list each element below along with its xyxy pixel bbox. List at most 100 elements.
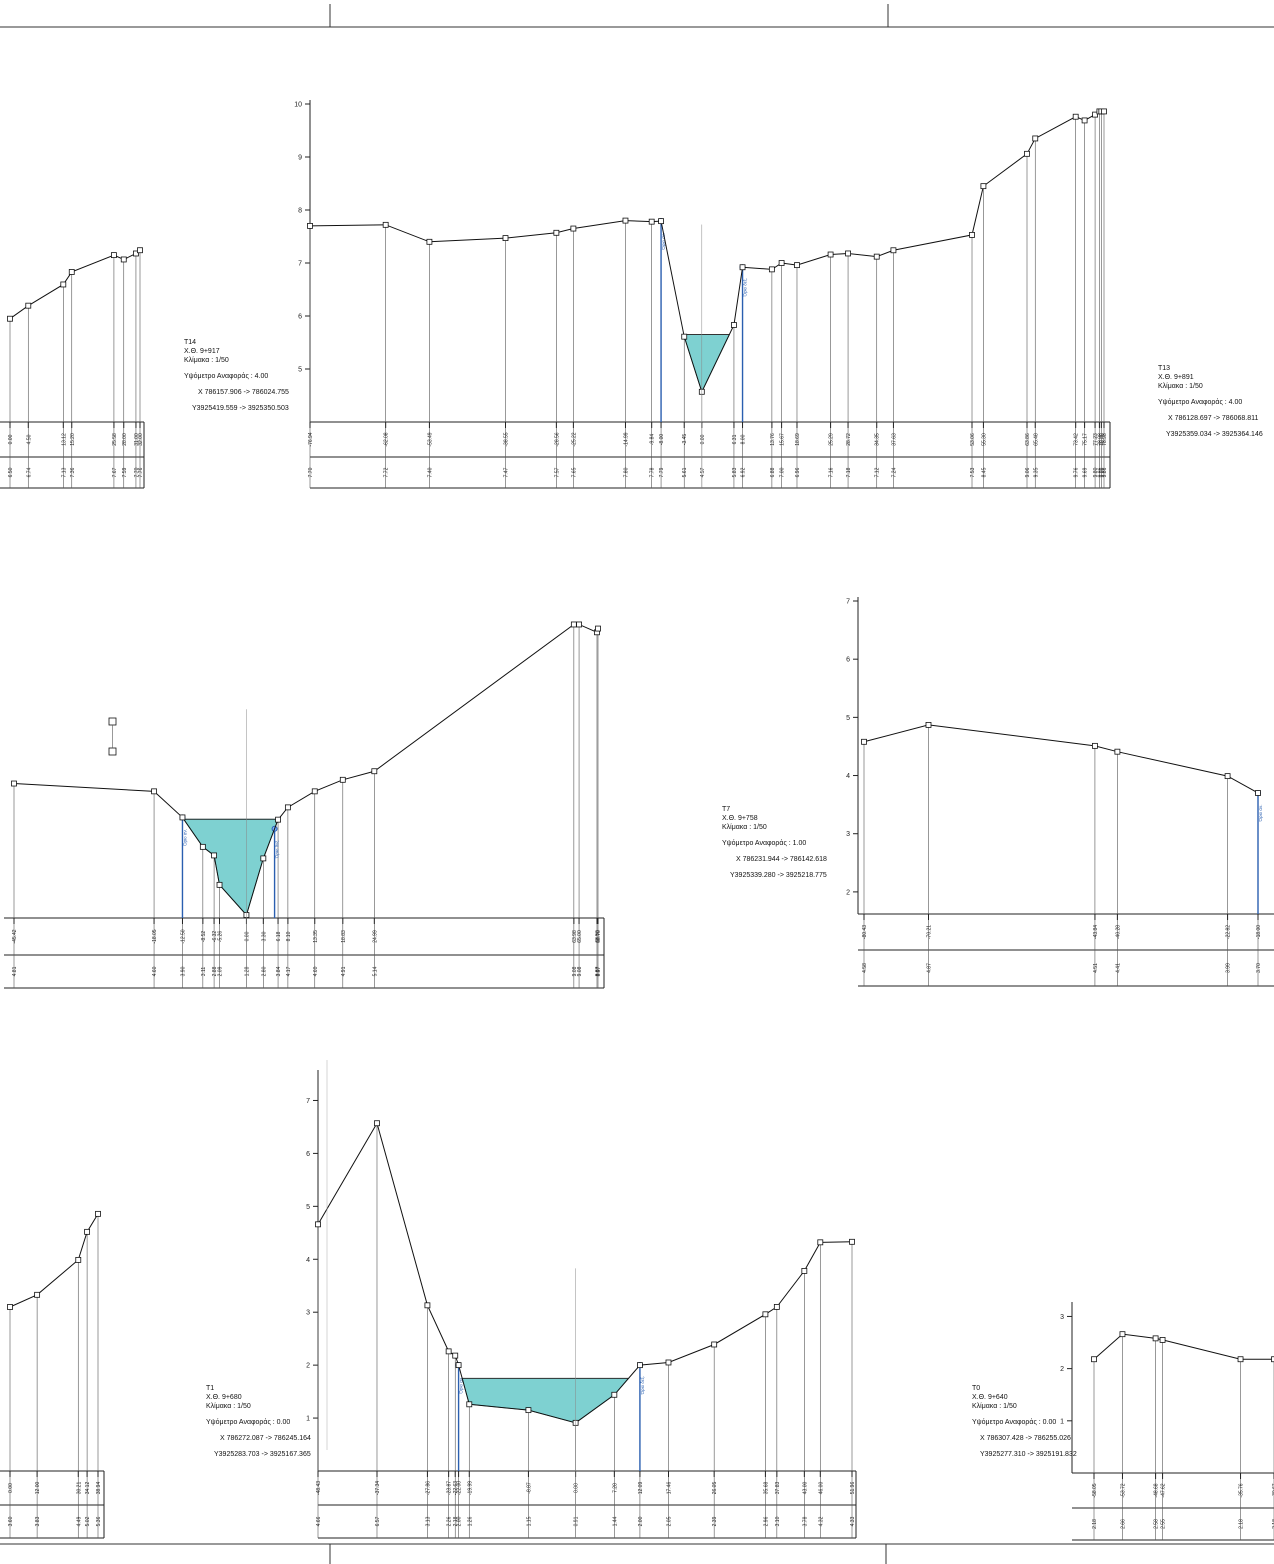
elevation-label: 0.91	[574, 1516, 580, 1526]
elevation-label: 9.80	[1093, 467, 1099, 477]
info-block-T14: T14 Χ.Θ. 9+917 Κλίμακα : 1/50 Υψόμετρο Α…	[184, 338, 289, 413]
y-tick-label: 3	[306, 1310, 310, 1317]
y-tick-label: 2	[846, 889, 850, 896]
distance-label: -14.99	[623, 432, 629, 446]
distance-label: 15.67	[780, 433, 786, 446]
survey-point	[11, 780, 17, 787]
distance-label: -23.87	[447, 1481, 453, 1495]
distance-label: -22.63	[453, 1481, 459, 1495]
elevation-label: 4.91	[341, 966, 347, 976]
sheet-frame	[0, 4, 1274, 1564]
elevation-label: 4.57	[700, 467, 706, 477]
y-tick-label: 7	[846, 599, 850, 606]
distance-label: 51.96	[850, 1482, 856, 1495]
survey-point	[817, 1239, 824, 1246]
distance-label: 13.35	[313, 930, 319, 943]
info-block-T0: T0 Χ.Θ. 9+640 Κλίμακα : 1/50 Υψόμετρο Αν…	[972, 1384, 1077, 1459]
elevation-label: 4.32	[818, 1516, 824, 1526]
elevation-label: 5.83	[732, 467, 738, 477]
survey-point	[68, 269, 75, 275]
survey-point	[611, 1391, 618, 1398]
survey-point	[801, 1268, 808, 1274]
distance-label: 55.30	[981, 433, 987, 446]
elevation-label: 3.70	[1256, 963, 1262, 973]
elevation-label: 3.83	[35, 1516, 41, 1526]
distance-label: 37.63	[891, 433, 897, 446]
distance-label: 34.12	[85, 1482, 91, 1495]
distance-label: 75.17	[1083, 433, 1089, 446]
distance-label: -62.08	[384, 432, 390, 446]
section-name: T13	[1158, 365, 1171, 372]
elevation-label: 9.69	[1083, 467, 1089, 477]
elevation-label: 7.40	[427, 467, 433, 477]
water-fill	[683, 334, 730, 393]
elevation-label: 7.59	[122, 467, 128, 477]
y-tick-label: 4	[846, 773, 850, 780]
survey-point	[622, 217, 629, 224]
elevation-label: 6.50	[8, 467, 14, 477]
survey-point	[120, 256, 127, 263]
section-y-coord: Y3925419.559 -> 3925350.503	[192, 405, 289, 412]
elevation-label: 9.86	[1102, 467, 1108, 477]
y-tick-label: 9	[298, 155, 302, 162]
survey-point	[665, 1359, 672, 1366]
distance-label: -45.42	[12, 929, 18, 943]
distance-label: 65.00	[577, 930, 583, 943]
bank-label: Όριο δεξ.	[640, 1376, 645, 1396]
elevation-label: 7.16	[829, 467, 835, 477]
survey-point	[307, 222, 313, 229]
section-y-coord: Y3925277.310 -> 3925191.832	[980, 1451, 1077, 1458]
survey-point	[1114, 748, 1121, 755]
bank-label: Όριο αν.	[661, 233, 666, 251]
elevation-label: 3.99	[1226, 963, 1232, 973]
distance-label: 26.05	[712, 1482, 718, 1495]
distance-label: -35.76	[1239, 1483, 1245, 1497]
elevation-label: 5.14	[372, 966, 378, 976]
elevation-label: 4.33	[850, 1516, 856, 1526]
distance-label: 0.00	[8, 434, 14, 444]
elevation-label: 2.39	[712, 1516, 718, 1526]
survey-point	[371, 768, 378, 775]
distance-label: 78.46	[1099, 433, 1105, 446]
elevation-label: 1.26	[467, 1516, 473, 1526]
section-ref-level: Υψόμετρο Αναφοράς : 0.00	[206, 1419, 291, 1426]
survey-point	[827, 251, 834, 258]
elevation-label: 7.53	[970, 467, 976, 477]
elevation-label: 7.18	[846, 467, 852, 477]
section-chainage: Χ.Θ. 9+680	[206, 1394, 242, 1401]
info-block-T1: T1 Χ.Θ. 9+680 Κλίμακα : 1/50 Υψόμετρο Αν…	[206, 1384, 311, 1459]
y-tick-label: 3	[1060, 1314, 1064, 1321]
section-scale: Κλίμακα : 1/50	[206, 1403, 251, 1410]
survey-point	[382, 221, 389, 228]
distance-label: 32.00	[138, 433, 144, 446]
ground-profile	[13, 623, 599, 917]
y-tick-label: 5	[846, 715, 850, 722]
elevation-label: 2.05	[666, 1516, 672, 1526]
distance-label: 0.00	[244, 931, 250, 941]
distance-label: -70.21	[926, 925, 932, 939]
distance-label: 78.98	[1102, 433, 1108, 446]
survey-point	[7, 315, 13, 322]
distance-label: -38.55	[503, 432, 509, 446]
section-chainage: Χ.Θ. 9+758	[722, 815, 758, 822]
elevation-label: 7.47	[503, 467, 509, 477]
distance-label: 25.58	[112, 433, 118, 446]
bank-label: Όριο αν.	[182, 829, 187, 847]
survey-point	[199, 843, 206, 850]
survey-point	[861, 738, 867, 745]
survey-point	[1224, 773, 1231, 780]
elevation-label: 2.18	[1239, 1519, 1245, 1529]
distance-label: 38.94	[96, 1482, 102, 1495]
section-mid: -45.42 4.81 -18.05 4.60 -12.50 3.90 -8.52 3.11 -…	[4, 621, 605, 989]
elevation-label: 7.12	[875, 467, 881, 477]
survey-point	[762, 1311, 769, 1318]
distance-label: -48.68	[1154, 1483, 1160, 1497]
ground-profile	[9, 1213, 99, 1308]
distance-label: -76.94	[308, 432, 314, 446]
distance-label: -28.56	[554, 432, 560, 446]
distance-label: -6.32	[212, 931, 218, 943]
distance-label: 25.29	[829, 433, 835, 446]
survey-point	[773, 1304, 780, 1310]
y-tick-label: 7	[306, 1098, 310, 1105]
distance-label: -43.84	[1093, 925, 1099, 939]
